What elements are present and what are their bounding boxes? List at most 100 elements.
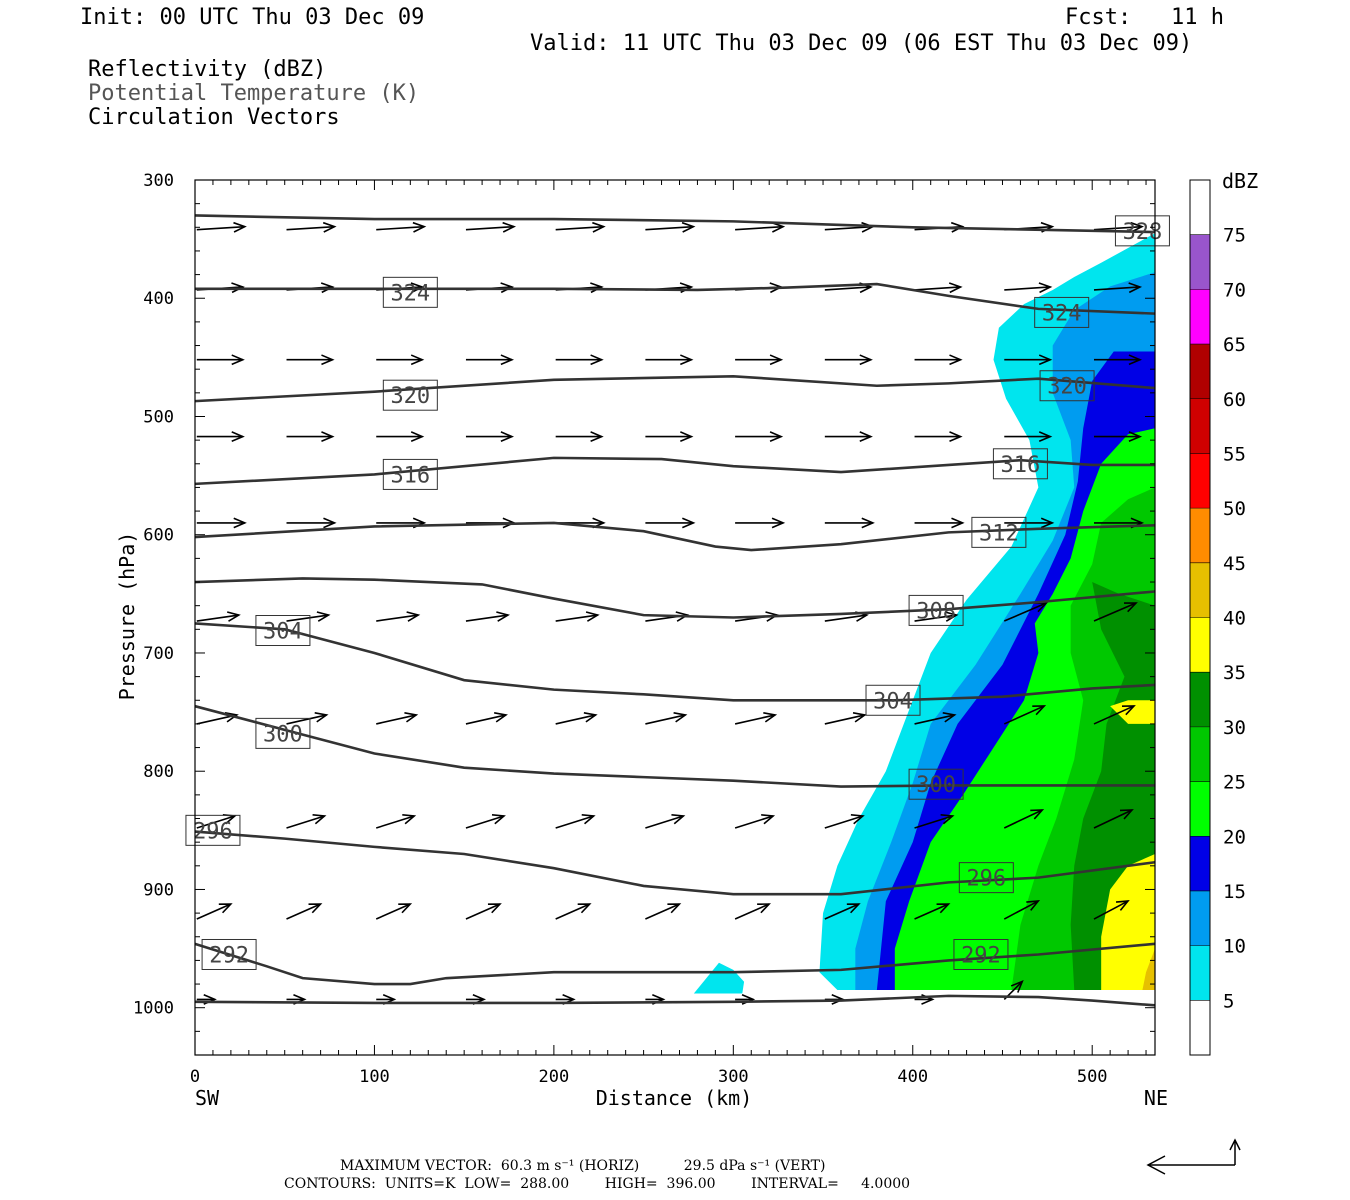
x-left-end-label: SW xyxy=(195,1086,220,1110)
theta-label-316-5: 316 xyxy=(382,458,438,490)
y-axis-label: Pressure (hPa) xyxy=(115,532,139,701)
theta-label-text: 320 xyxy=(390,384,430,409)
vector-arrow-r7-c6 xyxy=(734,814,776,829)
vector-arrow-r2-c10 xyxy=(1093,354,1143,366)
colorbar-swatch-3 xyxy=(1190,836,1210,891)
vector-arrow-r0-c3 xyxy=(465,221,517,233)
vector-arrow-r2-c1 xyxy=(286,354,335,366)
vector-arrow-r6-c9 xyxy=(1003,705,1047,725)
theta-label-text: 316 xyxy=(390,463,430,488)
theta-label-328-0: 328 xyxy=(1114,215,1170,247)
theta-contour-292-15 xyxy=(194,942,1156,986)
field-theta: Potential Temperature (K) xyxy=(88,81,420,106)
vector-arrow-r0-c1 xyxy=(286,221,337,233)
refl-35dbz-region-8 xyxy=(1101,853,1155,990)
theta-label-324-2: 324 xyxy=(1034,296,1090,328)
vector-arrow-r7-c3 xyxy=(465,814,506,829)
vector-arrow-r0-c10 xyxy=(1093,221,1145,233)
colorbar-units: dBZ xyxy=(1222,169,1258,193)
colorbar-label-20: 20 xyxy=(1223,826,1246,848)
vector-arrow-r8-c7 xyxy=(824,903,861,920)
vector-arrow-r7-c7 xyxy=(824,814,865,829)
colorbar-label-70: 70 xyxy=(1223,279,1246,301)
colorbar-label-15: 15 xyxy=(1223,881,1246,903)
theta-contour-320-3 xyxy=(194,374,1156,403)
theta-label-text: 328 xyxy=(1123,220,1163,245)
colorbar-label-40: 40 xyxy=(1223,608,1246,630)
vector-arrow-r0-c0 xyxy=(196,221,247,233)
vector-arrow-r3-c7 xyxy=(824,431,873,442)
vector-arrow-r8-c5 xyxy=(645,903,682,920)
x-tick-label: 300 xyxy=(718,1067,749,1087)
colorbar-label-25: 25 xyxy=(1223,772,1246,794)
theta-contour-surface-17 xyxy=(194,994,1156,1007)
vector-arrow-r5-c0 xyxy=(196,611,241,622)
theta-label-text: 324 xyxy=(1042,301,1082,326)
vector-arrow-r8-c2 xyxy=(375,903,413,920)
vector-arrow-r6-c2 xyxy=(376,711,419,725)
vector-arrow-r5-c8 xyxy=(914,611,959,622)
colorbar-swatch-6 xyxy=(1190,672,1210,727)
y-tick-label: 700 xyxy=(143,644,174,664)
reflectivity-fill xyxy=(693,233,1155,994)
vector-arrow-r4-c0 xyxy=(196,517,247,529)
field-vectors: Circulation Vectors xyxy=(88,105,340,130)
vector-arrow-r2-c4 xyxy=(555,354,604,366)
colorbar-label-75: 75 xyxy=(1223,225,1246,247)
theta-label-text: 296 xyxy=(193,819,233,844)
colorbar-label-35: 35 xyxy=(1223,662,1246,684)
vector-arrow-r6-c4 xyxy=(555,711,598,725)
vector-arrow-r1-c8 xyxy=(914,282,963,294)
vector-arrow-r6-c6 xyxy=(734,711,778,725)
theta-label-text: 304 xyxy=(873,689,913,714)
x-tick-label: 400 xyxy=(897,1067,928,1087)
vector-arrow-r3-c10 xyxy=(1093,431,1143,442)
theta-label-text: 320 xyxy=(1047,375,1087,400)
vector-arrow-r1-c10 xyxy=(1093,282,1143,294)
theta-contour-324-1 xyxy=(195,282,1156,315)
colorbar-swatch-2 xyxy=(1190,890,1210,946)
theta-contour-304-9 xyxy=(194,622,1156,702)
theta-contour-296-13 xyxy=(194,830,1156,896)
theta-label-304-10: 304 xyxy=(865,684,921,716)
init-time: Init: 00 UTC Thu 03 Dec 09 xyxy=(80,5,425,30)
vector-arrow-r4-c5 xyxy=(645,517,696,529)
vector-arrow-r3-c3 xyxy=(465,431,515,442)
vector-arrow-r8-c6 xyxy=(734,903,771,920)
theta-contour-312-7 xyxy=(194,521,1156,552)
theta-contour-328-0 xyxy=(194,214,1156,234)
refl-40dbz-region-9 xyxy=(1142,948,1155,990)
theta-label-text: 300 xyxy=(916,773,956,798)
vector-arrow-r8-c10 xyxy=(1093,900,1130,920)
theta-label-292-16: 292 xyxy=(953,938,1009,970)
colorbar-swatch-12 xyxy=(1190,344,1210,399)
vector-arrow-r2-c6 xyxy=(735,354,784,366)
colorbar-swatch-4 xyxy=(1190,781,1210,837)
vector-arrow-r3-c2 xyxy=(376,431,425,442)
theta-label-316-6: 316 xyxy=(992,448,1048,480)
theta-label-312-7: 312 xyxy=(971,516,1027,548)
y-tick-label: 1000 xyxy=(133,999,174,1019)
colorbar-label-60: 60 xyxy=(1223,389,1246,411)
colorbar-swatch-14 xyxy=(1190,234,1210,290)
vector-arrow-r3-c0 xyxy=(196,431,245,442)
theta-label-320-3: 320 xyxy=(382,379,438,411)
plot-frame: 0 100 200 300 400 500 300 400 500 600 700 800 900 100… xyxy=(133,171,1156,1087)
theta-label-text: 324 xyxy=(390,281,430,306)
theta-label-324-1: 324 xyxy=(382,276,438,308)
plot-border xyxy=(194,179,1156,1056)
vector-arrow-r2-c9 xyxy=(1004,354,1053,366)
x-tick-label: 0 xyxy=(190,1067,200,1087)
vector-arrow-r4-c7 xyxy=(824,517,875,529)
x-axis-label: Distance (km) xyxy=(596,1086,753,1110)
y-tick-label: 400 xyxy=(143,289,174,309)
vector-arrow-r7-c1 xyxy=(286,814,327,829)
theta-label-text: 292 xyxy=(209,943,249,968)
vector-arrow-r3-c6 xyxy=(735,431,784,442)
theta-contour-316-5 xyxy=(194,456,1155,486)
x-tick-label: 200 xyxy=(539,1067,570,1087)
x-right-end-label: NE xyxy=(1144,1086,1168,1110)
vector-arrow-r2-c7 xyxy=(824,354,873,366)
vector-arrow-r4-c6 xyxy=(735,517,786,529)
